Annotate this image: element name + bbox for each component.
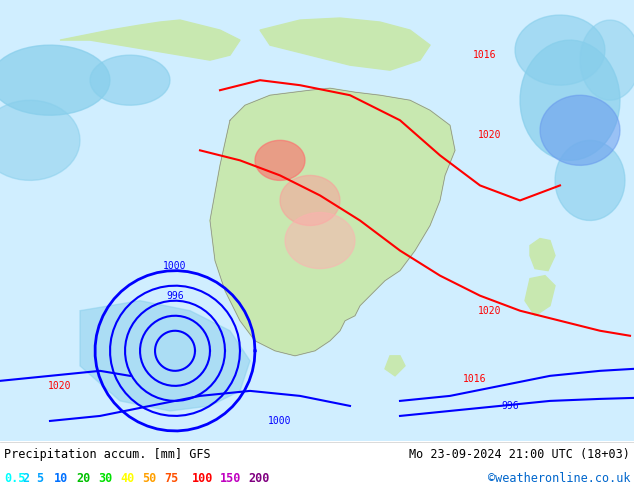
Text: 996: 996 <box>501 401 519 411</box>
Text: 75: 75 <box>164 471 178 485</box>
Polygon shape <box>555 140 625 220</box>
Polygon shape <box>90 55 170 105</box>
Text: 40: 40 <box>120 471 134 485</box>
Text: 1000: 1000 <box>268 416 292 426</box>
Polygon shape <box>520 40 620 160</box>
Text: 996: 996 <box>166 291 184 301</box>
Polygon shape <box>515 15 605 85</box>
Polygon shape <box>285 213 355 269</box>
Text: 0.5: 0.5 <box>4 471 25 485</box>
Polygon shape <box>0 45 110 115</box>
Polygon shape <box>260 18 430 70</box>
Text: 5: 5 <box>36 471 43 485</box>
Text: 100: 100 <box>192 471 214 485</box>
Polygon shape <box>80 301 250 411</box>
Text: 1020: 1020 <box>478 130 501 140</box>
Polygon shape <box>525 275 555 316</box>
Text: 2: 2 <box>22 471 29 485</box>
Text: 200: 200 <box>248 471 269 485</box>
Text: 1020: 1020 <box>478 306 501 316</box>
Text: 20: 20 <box>76 471 90 485</box>
Polygon shape <box>210 88 455 356</box>
Polygon shape <box>255 140 305 180</box>
Polygon shape <box>0 100 80 180</box>
Polygon shape <box>530 239 555 270</box>
Polygon shape <box>60 20 240 60</box>
Polygon shape <box>580 20 634 100</box>
Text: Mo 23-09-2024 21:00 UTC (18+03): Mo 23-09-2024 21:00 UTC (18+03) <box>409 447 630 461</box>
Text: 10: 10 <box>54 471 68 485</box>
Text: 1016: 1016 <box>473 50 497 60</box>
Text: 150: 150 <box>220 471 242 485</box>
Text: 1000: 1000 <box>163 261 187 270</box>
Polygon shape <box>540 95 620 165</box>
Text: ©weatheronline.co.uk: ©weatheronline.co.uk <box>488 471 630 485</box>
Text: 50: 50 <box>142 471 156 485</box>
Text: 30: 30 <box>98 471 112 485</box>
Polygon shape <box>280 175 340 225</box>
Polygon shape <box>385 356 405 376</box>
Text: 1020: 1020 <box>48 381 72 391</box>
Text: Precipitation accum. [mm] GFS: Precipitation accum. [mm] GFS <box>4 447 210 461</box>
Text: 1016: 1016 <box>463 374 487 384</box>
